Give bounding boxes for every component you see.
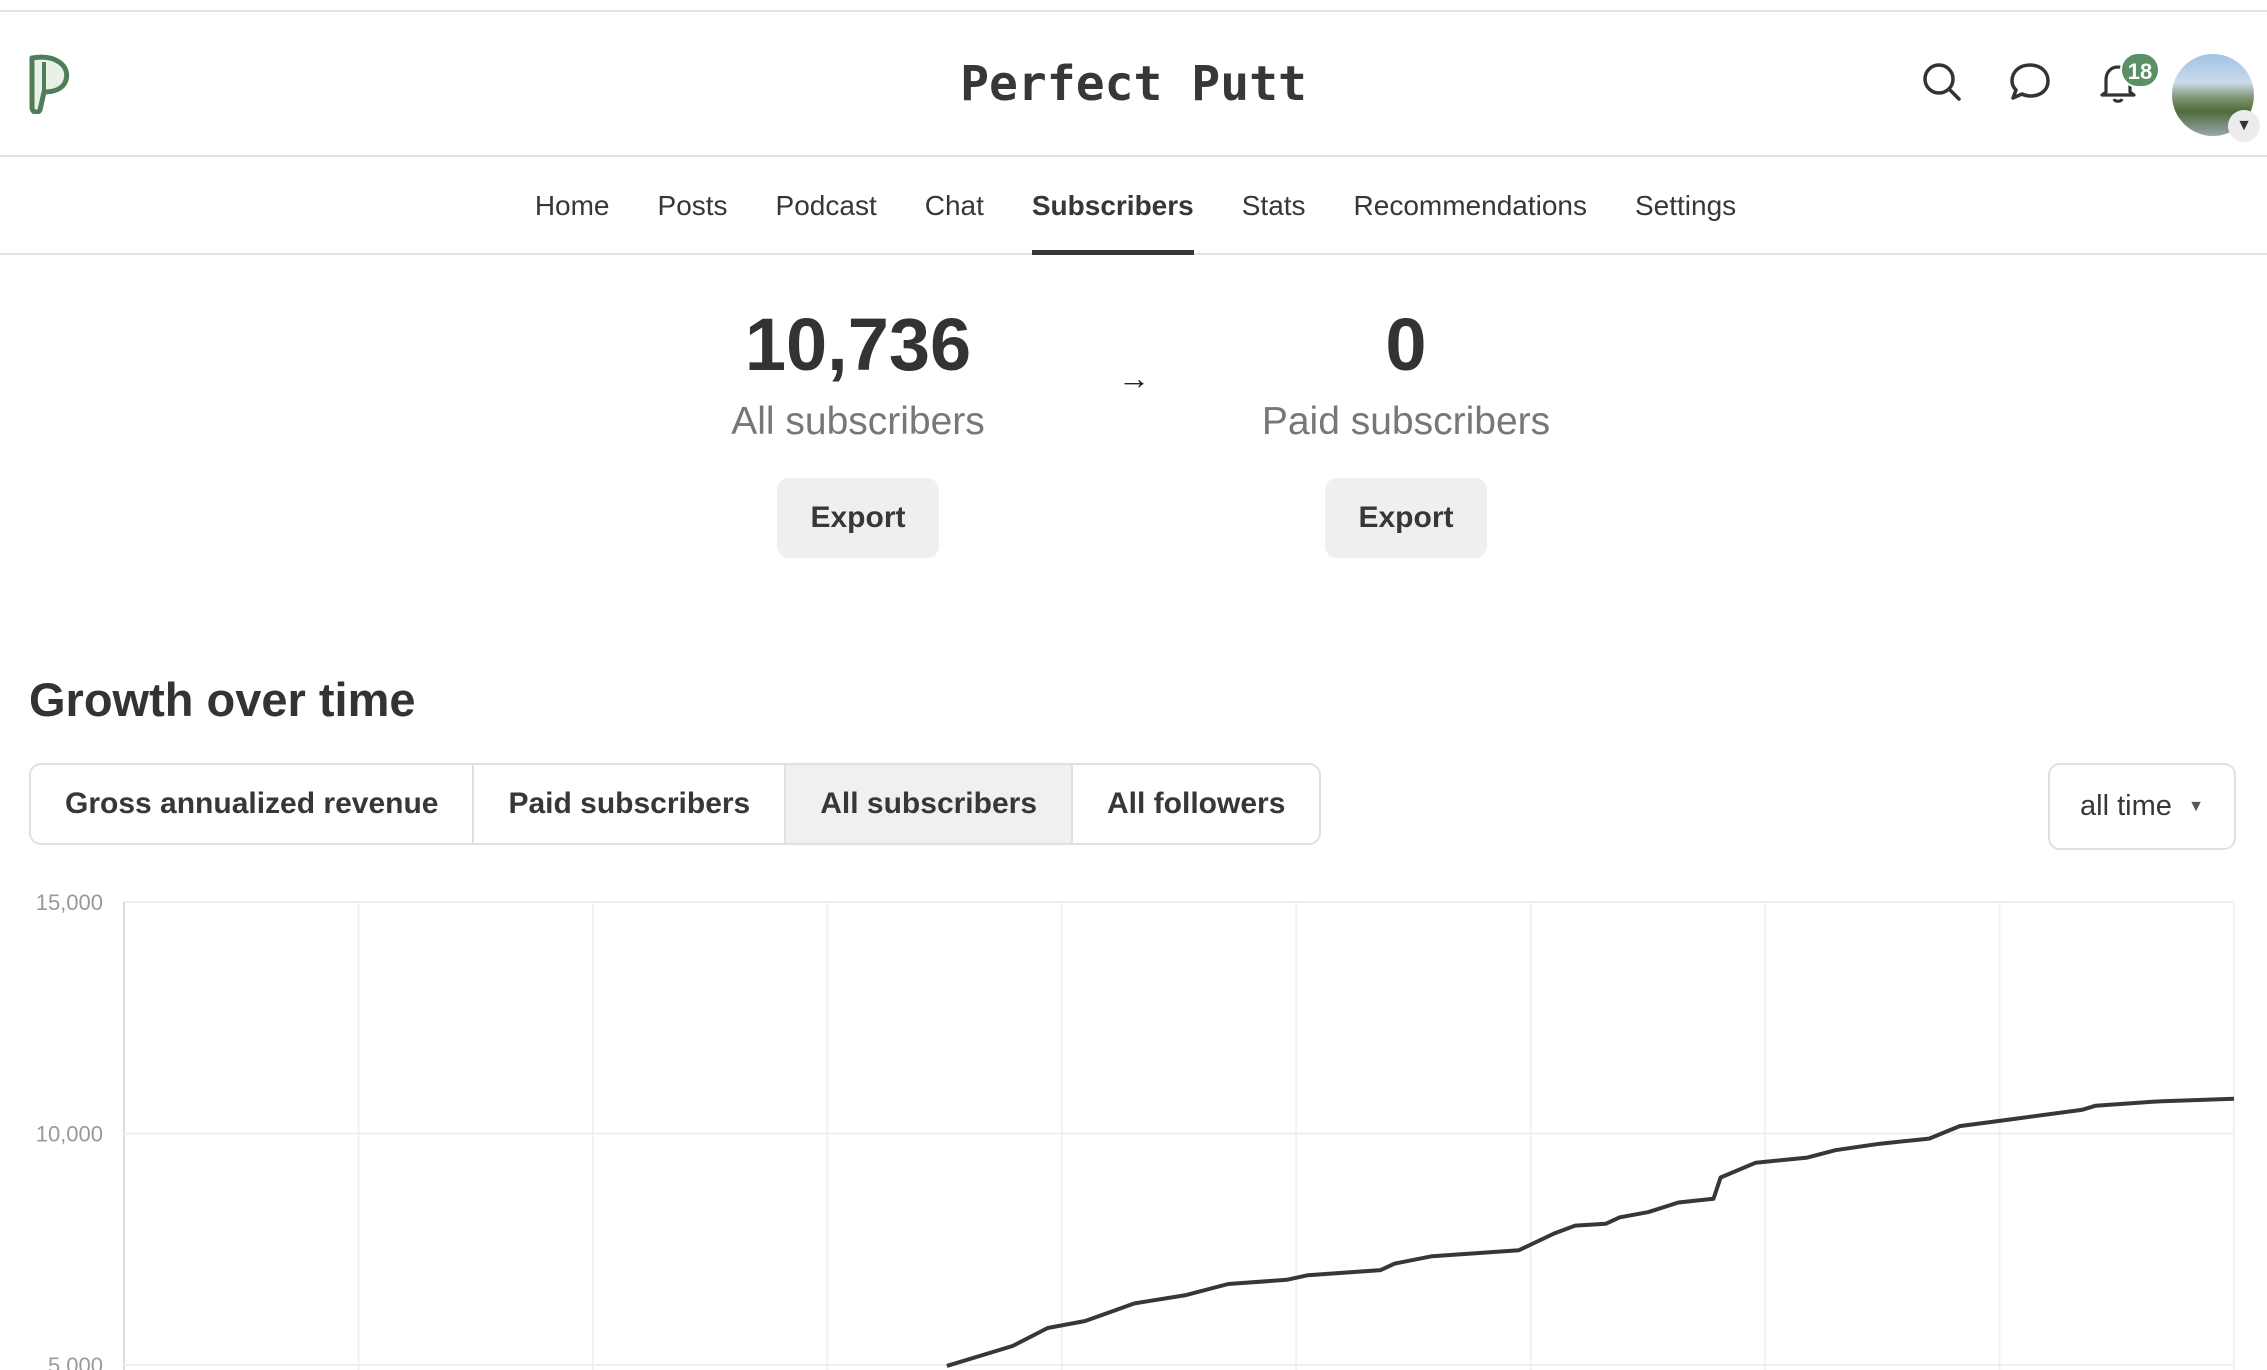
nav-chat[interactable]: Chat — [924, 190, 984, 221]
main-nav: Home Posts Podcast Chat Subscribers Stat… — [0, 157, 2267, 255]
paid-subscribers-count: 0 — [1385, 303, 1427, 386]
top-border — [0, 10, 2267, 12]
arrow-right-icon: → — [1118, 360, 1150, 396]
nav-podcast[interactable]: Podcast — [775, 190, 877, 221]
y-tick-label: 10,000 — [36, 1122, 103, 1147]
logo-icon[interactable] — [26, 54, 72, 119]
nav-posts[interactable]: Posts — [657, 190, 728, 221]
tab-all-subscribers[interactable]: All subscribers — [786, 765, 1074, 843]
series-line-all-subscribers — [946, 1096, 2235, 1368]
all-subscribers-label: All subscribers — [731, 400, 985, 443]
nav-settings[interactable]: Settings — [1635, 190, 1737, 221]
growth-title: Growth over time — [29, 673, 416, 726]
paid-subscribers-stat: 0 Paid subscribers Export — [1206, 290, 1606, 558]
export-all-button[interactable]: Export — [777, 478, 939, 558]
notification-badge: 18 — [2120, 52, 2160, 88]
all-subscribers-count: 10,736 — [744, 303, 972, 386]
caret-down-icon: ▼ — [2188, 798, 2204, 815]
publication-title[interactable]: Perfect Putt — [960, 56, 1307, 112]
time-range-dropdown[interactable]: all time ▼ — [2048, 763, 2236, 850]
all-subscribers-stat: 10,736 All subscribers Export — [658, 290, 1058, 558]
y-tick-label: 5,000 — [48, 1353, 103, 1370]
nav-recommendations[interactable]: Recommendations — [1353, 190, 1587, 221]
header: Perfect Putt 18 ▼ — [0, 12, 2267, 157]
export-paid-button[interactable]: Export — [1325, 478, 1487, 558]
nav-stats[interactable]: Stats — [1241, 190, 1306, 221]
tab-paid-subscribers[interactable]: Paid subscribers — [474, 765, 787, 843]
search-icon[interactable] — [1918, 58, 1966, 106]
y-tick-label: 15,000 — [36, 890, 103, 915]
time-range-value: all time — [2080, 790, 2172, 822]
nav-home[interactable]: Home — [534, 190, 610, 221]
growth-chart: 5,000 10,000 15,000 — [36, 890, 2235, 1370]
nav-subscribers[interactable]: Subscribers — [1031, 157, 1194, 255]
chat-icon[interactable] — [2006, 58, 2054, 106]
caret-down-icon[interactable]: ▼ — [2228, 110, 2260, 142]
tab-gross-revenue[interactable]: Gross annualized revenue — [31, 765, 475, 843]
tab-all-followers[interactable]: All followers — [1107, 787, 1286, 820]
paid-subscribers-label: Paid subscribers — [1261, 400, 1551, 443]
metric-tabs: Gross annualized revenue Paid subscriber… — [29, 763, 1322, 845]
